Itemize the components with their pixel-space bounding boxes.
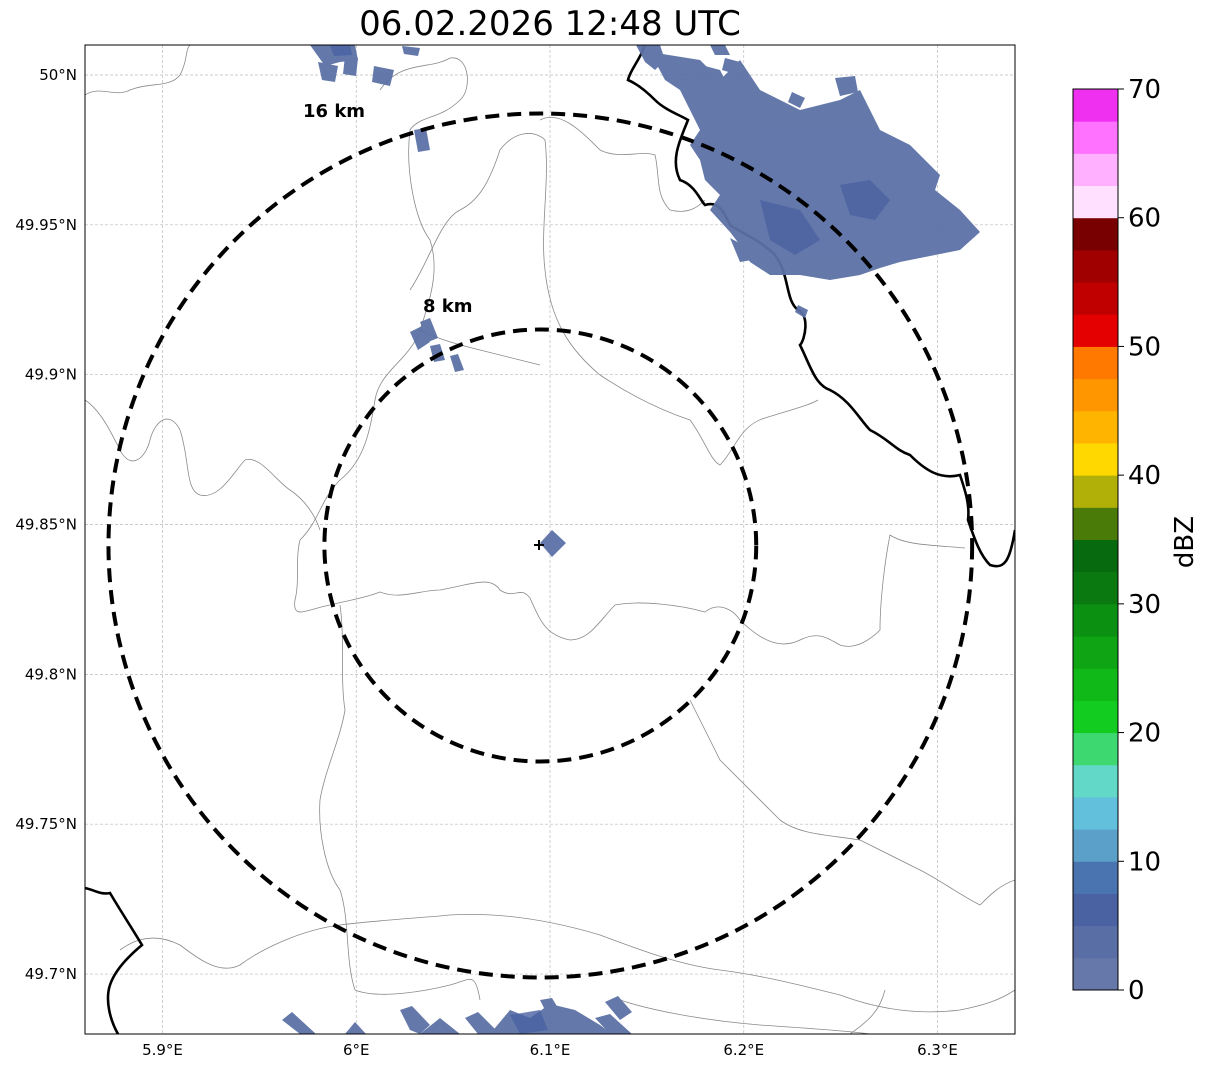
colorbar-frame bbox=[1072, 88, 1119, 991]
colorbar-segment bbox=[1073, 410, 1118, 444]
colorbar-segment bbox=[1073, 507, 1118, 540]
longitude-tick-label: 6.1°E bbox=[530, 1041, 571, 1059]
latitude-tick-label: 49.9°N bbox=[25, 366, 77, 384]
colorbar-segment bbox=[1073, 764, 1118, 798]
colorbar-tick-label: 70 bbox=[1128, 75, 1161, 105]
latitude-tick-label: 49.7°N bbox=[25, 965, 77, 983]
range-ring-label-8km: 8 km bbox=[423, 296, 473, 317]
colorbar-segment bbox=[1073, 378, 1118, 412]
colorbar-segment bbox=[1073, 442, 1118, 476]
longitude-tick-label: 6°E bbox=[343, 1041, 370, 1059]
colorbar-segment bbox=[1073, 249, 1118, 283]
graticule bbox=[85, 45, 1015, 1034]
radar-echoes-darker bbox=[330, 45, 890, 1034]
range-ring-16km bbox=[106, 111, 975, 980]
colorbar-segment bbox=[1073, 732, 1118, 766]
colorbar-segment bbox=[1073, 346, 1118, 380]
colorbar-segment bbox=[1073, 925, 1118, 959]
colorbar-tick-label: 60 bbox=[1128, 204, 1161, 234]
colorbar-segment bbox=[1073, 861, 1118, 894]
latitude-tick-label: 49.75°N bbox=[15, 815, 77, 833]
colorbar-tick-label: 10 bbox=[1128, 847, 1161, 877]
region-boundaries bbox=[85, 45, 1015, 1034]
latitude-ticks: 50°N 49.95°N 49.9°N 49.85°N 49.8°N 49.75°N 49.… bbox=[15, 66, 77, 983]
colorbar-segment bbox=[1073, 829, 1118, 862]
colorbar-label: dBZ bbox=[1170, 516, 1200, 568]
colorbar-segment bbox=[1073, 539, 1118, 573]
colorbar-segment bbox=[1073, 121, 1118, 154]
colorbar-segment bbox=[1073, 668, 1118, 701]
colorbar-segment bbox=[1073, 571, 1118, 605]
latitude-tick-label: 49.95°N bbox=[15, 216, 77, 234]
longitude-tick-label: 5.9°E bbox=[142, 1041, 183, 1059]
colorbar-segment bbox=[1073, 153, 1118, 187]
colorbar-segment bbox=[1073, 636, 1118, 669]
colorbar-segment bbox=[1073, 475, 1118, 508]
longitude-tick-label: 6.2°E bbox=[723, 1041, 764, 1059]
colorbar-segment bbox=[1073, 185, 1118, 219]
latitude-tick-label: 50°N bbox=[39, 66, 77, 84]
colorbar-segment bbox=[1073, 893, 1118, 927]
colorbar-segment bbox=[1073, 603, 1118, 637]
radar-site-marker bbox=[534, 540, 544, 550]
map-title: 06.02.2026 12:48 UTC bbox=[359, 4, 741, 44]
colorbar-segment bbox=[1073, 282, 1118, 315]
longitude-ticks: 5.9°E 6°E 6.1°E 6.2°E 6.3°E bbox=[142, 1041, 958, 1059]
colorbar-segment bbox=[1073, 314, 1118, 347]
colorbar-tick-label: 20 bbox=[1128, 719, 1161, 749]
colorbar-tick-label: 0 bbox=[1128, 976, 1145, 1006]
colorbar-segment bbox=[1073, 957, 1118, 991]
colorbar-tick-label: 40 bbox=[1128, 461, 1161, 491]
colorbar-tick-label: 30 bbox=[1128, 590, 1161, 620]
map-frame bbox=[84, 44, 1016, 1035]
colorbar-segment bbox=[1073, 217, 1118, 251]
radar-echoes bbox=[282, 45, 980, 1034]
colorbar-tick-label: 50 bbox=[1128, 332, 1161, 362]
longitude-tick-label: 6.3°E bbox=[917, 1041, 958, 1059]
colorbar: 0 10 20 30 40 50 60 70 bbox=[1072, 75, 1161, 1006]
latitude-tick-label: 49.8°N bbox=[25, 665, 77, 683]
colorbar-segment bbox=[1073, 700, 1118, 734]
range-rings bbox=[106, 111, 975, 980]
latitude-tick-label: 49.85°N bbox=[15, 516, 77, 534]
range-ring-label-16km: 16 km bbox=[303, 101, 365, 122]
colorbar-segment bbox=[1073, 796, 1118, 830]
range-ring-8km bbox=[322, 327, 759, 764]
colorbar-segment bbox=[1073, 89, 1118, 122]
